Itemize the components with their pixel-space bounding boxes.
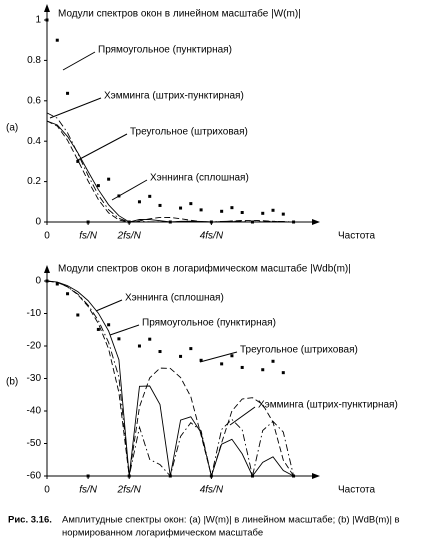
- panel-label: (a): [6, 123, 18, 134]
- annotation-arrow: [95, 299, 123, 312]
- data-point: [230, 206, 234, 210]
- x-axis-arrow: [312, 219, 320, 225]
- data-point: [189, 202, 193, 206]
- annotation-arrow: [49, 97, 102, 119]
- annotation-arrow: [199, 351, 238, 363]
- x-axis-label: Частота: [338, 231, 376, 242]
- y-axis-arrow: [44, 265, 50, 273]
- y-tick-label: 0: [35, 217, 41, 228]
- data-point: [107, 177, 111, 181]
- x-tick-label: fs/N: [79, 485, 98, 496]
- annotation: Хэмминга (штрих-пунктирная): [258, 400, 398, 411]
- panel-label: (b): [6, 377, 18, 388]
- data-point: [281, 212, 285, 216]
- data-point: [86, 474, 90, 478]
- x-tick-label: 2fs/N: [117, 485, 142, 496]
- annotation: Треугольное (штриховая): [240, 345, 358, 356]
- data-point: [96, 327, 100, 331]
- data-point: [66, 91, 70, 95]
- data-point: [107, 323, 111, 327]
- y-tick-label: -20: [27, 341, 42, 352]
- annotation: Треугольное (штриховая): [130, 127, 248, 138]
- data-point: [199, 358, 203, 362]
- data-point: [179, 354, 183, 358]
- y-tick-label: -10: [27, 308, 42, 319]
- annotation: Хэннинга (сплошная): [150, 173, 249, 184]
- annotation-arrow: [111, 179, 148, 201]
- annotation-arrow: [62, 51, 96, 71]
- y-tick-label: 0.2: [27, 176, 41, 187]
- data-point: [148, 337, 152, 341]
- data-point: [55, 282, 59, 286]
- data-point: [158, 350, 162, 354]
- data-point: [240, 365, 244, 369]
- data-point: [148, 194, 152, 198]
- caption-text: нормированном логарифмическом масштабе: [62, 528, 263, 539]
- data-point: [281, 371, 285, 375]
- annotation: Хэмминга (штрих-пунктирная): [104, 91, 244, 102]
- y-tick-label: -30: [27, 373, 42, 384]
- data-point: [261, 368, 265, 372]
- x-tick-label: 0: [44, 485, 50, 496]
- data-point: [220, 362, 224, 366]
- data-point: [271, 359, 275, 363]
- data-point: [45, 18, 49, 22]
- series-line: [46, 280, 294, 478]
- y-tick-label: 0.8: [27, 55, 41, 66]
- x-tick-label: 4fs/N: [200, 485, 224, 496]
- y-tick-label: -60: [27, 471, 42, 482]
- series-line: [46, 120, 294, 223]
- data-point: [189, 347, 193, 351]
- data-point: [179, 206, 183, 210]
- y-axis-arrow: [44, 4, 50, 12]
- caption-text: Амплитудные спектры окон: (a) |W(m)| в л…: [62, 515, 400, 526]
- chart-title: Модули спектров окон в линейном масштабе…: [58, 8, 301, 20]
- x-axis-arrow: [312, 473, 320, 479]
- data-point: [137, 344, 141, 348]
- data-point: [261, 211, 265, 215]
- x-tick-label: 0: [44, 231, 50, 242]
- series-line: [46, 280, 295, 477]
- data-point: [250, 474, 254, 478]
- series-line: [46, 280, 294, 478]
- data-point: [137, 200, 141, 204]
- x-axis-label: Частота: [338, 485, 376, 496]
- data-point: [220, 209, 224, 213]
- data-point: [230, 354, 234, 358]
- y-tick-label: -40: [27, 406, 42, 417]
- x-tick-label: 2fs/N: [117, 231, 142, 242]
- data-point: [96, 184, 100, 188]
- data-point: [240, 211, 244, 215]
- data-point: [66, 292, 70, 296]
- series-line: [46, 120, 294, 223]
- caption-number: Рис. 3.16.: [8, 515, 52, 526]
- annotation: Прямоугольное (пунктирная): [142, 318, 276, 329]
- data-point: [76, 159, 80, 163]
- y-tick-label: 1: [35, 15, 41, 26]
- y-tick-label: 0.6: [27, 95, 41, 106]
- data-point: [199, 208, 203, 212]
- data-point: [86, 220, 90, 224]
- y-tick-label: 0: [35, 276, 41, 287]
- annotation-arrow: [77, 133, 128, 161]
- y-tick-label: -50: [27, 438, 42, 449]
- data-point: [117, 337, 121, 341]
- chart-title: Модули спектров окон в логарифмическом м…: [58, 263, 351, 275]
- x-tick-label: fs/N: [79, 231, 98, 242]
- annotation: Прямоугольное (пунктирная): [98, 45, 232, 56]
- annotation-arrow: [229, 406, 256, 426]
- annotation: Хэннинга (сплошная): [125, 293, 224, 304]
- y-tick-label: 0.4: [27, 136, 41, 147]
- x-tick-label: 4fs/N: [200, 231, 224, 242]
- annotation-arrow: [109, 324, 140, 336]
- data-point: [271, 208, 275, 212]
- data-point: [55, 38, 59, 42]
- data-point: [76, 313, 80, 317]
- data-point: [158, 203, 162, 207]
